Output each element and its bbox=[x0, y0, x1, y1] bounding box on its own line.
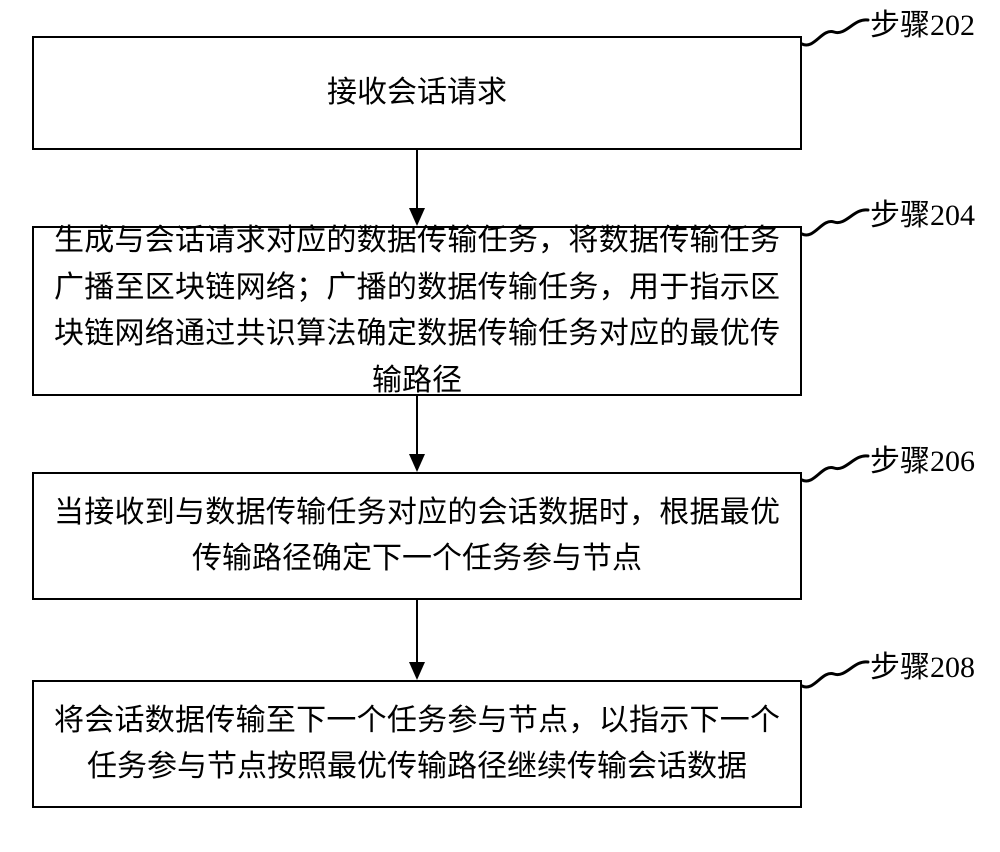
box-text-202: 接收会话请求 bbox=[327, 70, 507, 117]
box-step-206: 当接收到与数据传输任务对应的会话数据时，根据最优传输路径确定下一个任务参与节点 bbox=[32, 472, 802, 600]
box-step-204: 生成与会话请求对应的数据传输任务，将数据传输任务广播至区块链网络；广播的数据传输… bbox=[32, 226, 802, 396]
step-label-204: 步骤204 bbox=[870, 190, 975, 234]
tilde-connector-204 bbox=[800, 204, 870, 240]
box-text-206: 当接收到与数据传输任务对应的会话数据时，根据最优传输路径确定下一个任务参与节点 bbox=[54, 490, 780, 583]
arrow-204-206 bbox=[407, 396, 427, 472]
step-label-208: 步骤208 bbox=[870, 642, 975, 686]
arrow-202-204 bbox=[407, 150, 427, 226]
flowchart-canvas: 步骤202 接收会话请求 步骤204 生成与会话请求对应的数据传输任务，将数据传… bbox=[0, 0, 1000, 852]
step-label-202: 步骤202 bbox=[870, 0, 975, 44]
tilde-connector-202 bbox=[800, 14, 870, 50]
step-label-206: 步骤206 bbox=[870, 436, 975, 480]
tilde-connector-208 bbox=[800, 656, 870, 692]
arrow-206-208 bbox=[407, 600, 427, 680]
box-step-202: 接收会话请求 bbox=[32, 36, 802, 150]
box-step-208: 将会话数据传输至下一个任务参与节点，以指示下一个任务参与节点按照最优传输路径继续… bbox=[32, 680, 802, 808]
tilde-connector-206 bbox=[800, 450, 870, 486]
box-text-204: 生成与会话请求对应的数据传输任务，将数据传输任务广播至区块链网络；广播的数据传输… bbox=[54, 218, 780, 404]
box-text-208: 将会话数据传输至下一个任务参与节点，以指示下一个任务参与节点按照最优传输路径继续… bbox=[54, 698, 780, 791]
